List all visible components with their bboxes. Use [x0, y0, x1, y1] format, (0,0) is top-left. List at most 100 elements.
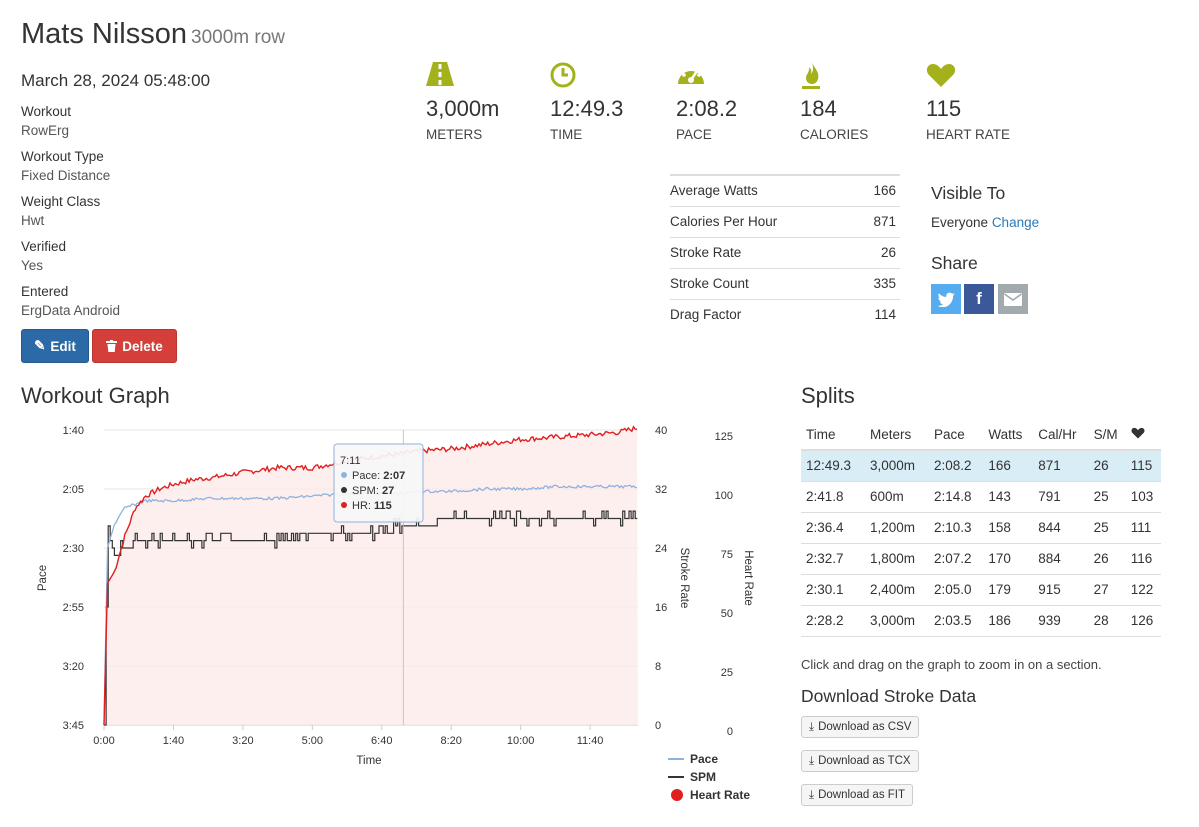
splits-heading: Splits	[801, 383, 855, 408]
x-tick-label: 11:40	[577, 735, 604, 747]
table-cell: 143	[983, 481, 1034, 513]
table-cell: 844	[1033, 512, 1089, 544]
pace-tick-label: 2:05	[63, 484, 84, 496]
table-row: Average Watts 166	[670, 174, 900, 206]
table-cell: 166	[983, 450, 1034, 482]
table-cell: 600m	[865, 481, 929, 513]
table-cell: 2:03.5	[928, 605, 984, 637]
stat-value: 184	[800, 96, 837, 121]
stat-time: 12:49.3 TIME	[550, 62, 670, 142]
legend-spm[interactable]: SPM	[668, 770, 716, 784]
x-tick-label: 3:20	[232, 735, 253, 747]
metric-label: Stroke Count	[670, 267, 855, 299]
legend-pace[interactable]: Pace	[668, 752, 718, 766]
twitter-icon	[937, 292, 955, 307]
pace-tick-label: 3:45	[63, 720, 84, 732]
pace-axis-label: Pace	[37, 565, 49, 591]
table-cell: 2:10.3	[928, 512, 984, 544]
spm-tick-label: 32	[655, 484, 667, 496]
delete-button[interactable]: Delete	[92, 329, 177, 363]
svg-text:SPM: 27: SPM: 27	[352, 485, 394, 497]
stat-heart-rate: 115 HEART RATE	[926, 62, 1046, 142]
spm-series-line	[104, 510, 638, 726]
download-csv-button[interactable]: ⤓ Download as CSV	[801, 716, 920, 738]
metric-value: 166	[854, 174, 900, 206]
x-tick-label: 5:00	[302, 735, 323, 747]
column-header-heart-rate	[1125, 420, 1161, 451]
spm-tick-label: 40	[655, 425, 667, 437]
detail-value: Fixed Distance	[21, 168, 111, 183]
table-cell: 28	[1088, 605, 1126, 637]
detail-value: Hwt	[21, 213, 45, 228]
workout-subtitle: 3000m row	[191, 27, 285, 48]
speedometer-icon	[678, 65, 704, 84]
table-cell: 2:14.8	[928, 481, 984, 513]
detail-label: Workout Type	[21, 149, 104, 164]
workout-graph-heading: Workout Graph	[21, 383, 170, 408]
download-fit-button[interactable]: ⤓ Download as FIT	[801, 784, 914, 806]
facebook-share-button[interactable]: f	[964, 284, 994, 314]
table-cell: 2:30.1	[801, 574, 865, 606]
metric-value: 335	[854, 267, 900, 299]
table-row: Calories Per Hour 871	[670, 205, 900, 237]
table-row: 2:28.2 3,000m 2:03.5 186 939 28 126	[801, 605, 1161, 637]
hr-tick-label: 25	[721, 667, 733, 679]
table-cell: 2:08.2	[928, 450, 984, 482]
table-row: 2:32.7 1,800m 2:07.2 170 884 26 116	[801, 543, 1161, 575]
share-heading: Share	[931, 253, 978, 273]
chart-tooltip: 7:11 Pace: 2:07 SPM: 27 HR: 115	[333, 443, 424, 523]
table-row: Drag Factor 114	[670, 298, 900, 330]
detail-value: Yes	[21, 258, 44, 273]
pace-tick-label: 1:40	[63, 425, 84, 437]
stat-meters: 3,000m METERS	[426, 62, 546, 142]
facebook-icon: f	[976, 289, 982, 308]
edit-button[interactable]: ✎ Edit	[21, 329, 89, 363]
visible-to-heading: Visible To	[931, 183, 1006, 203]
download-icon: ⤓	[809, 720, 815, 733]
change-visibility-link[interactable]: Change	[991, 215, 1040, 230]
hr-tick-label: 50	[721, 608, 733, 620]
legend-label: Heart Rate	[690, 788, 750, 802]
download-label: Download as CSV	[818, 721, 912, 733]
splits-total-row: 12:49.3 3,000m 2:08.2 166 871 26 115	[801, 450, 1161, 482]
table-cell: 791	[1033, 481, 1089, 513]
table-cell: 2:05.0	[928, 574, 984, 606]
edit-label: Edit	[50, 338, 76, 354]
visibility-value: Everyone Change	[931, 215, 1039, 230]
workout-graph[interactable]: 1:40 2:05 2:30 2:55 3:20 3:45 40 32 24 16 8 0 125 1…	[0, 410, 790, 810]
download-tcx-button[interactable]: ⤓ Download as TCX	[801, 750, 919, 772]
table-cell: 2:36.4	[801, 512, 865, 544]
zoom-hint: Click and drag on the graph to zoom in o…	[801, 657, 1102, 672]
legend-heart-rate[interactable]: Heart Rate	[671, 788, 750, 802]
table-header-row: Time Meters Pace Watts Cal/Hr S/M	[801, 420, 1161, 451]
table-row: Stroke Rate 26	[670, 236, 900, 268]
table-cell: 25	[1088, 512, 1126, 544]
hr-tick-label: 100	[715, 490, 733, 502]
tooltip-pace: 2:07	[383, 470, 405, 482]
detail-label: Verified	[21, 239, 67, 254]
table-cell: 1,200m	[865, 512, 929, 544]
download-heading: Download Stroke Data	[801, 686, 977, 706]
x-axis-label: Time	[356, 755, 381, 767]
spm-tick-label: 0	[655, 720, 661, 732]
x-tick-label: 6:40	[371, 735, 392, 747]
table-cell: 871	[1033, 450, 1089, 482]
trash-icon	[106, 340, 118, 352]
table-row: 2:30.1 2,400m 2:05.0 179 915 27 122	[801, 574, 1161, 606]
table-cell: 939	[1033, 605, 1089, 637]
legend-label: SPM	[690, 770, 716, 784]
stat-caption: CALORIES	[800, 127, 869, 142]
column-header: Time	[801, 420, 865, 451]
splits-table: Time Meters Pace Watts Cal/Hr S/M 12:49.…	[801, 420, 1161, 637]
table-cell: 179	[983, 574, 1034, 606]
table-cell: 2:32.7	[801, 543, 865, 575]
email-share-button[interactable]	[998, 284, 1028, 314]
table-row: Stroke Count 335	[670, 267, 900, 299]
metric-label: Stroke Rate	[670, 236, 855, 268]
twitter-share-button[interactable]	[931, 284, 961, 314]
table-cell: 25	[1088, 481, 1126, 513]
svg-text:HR: 115: HR: 115	[352, 500, 392, 512]
tooltip-spm-label: SPM:	[352, 485, 379, 497]
flame-icon	[802, 62, 820, 89]
tooltip-time: 7:11	[340, 455, 361, 467]
